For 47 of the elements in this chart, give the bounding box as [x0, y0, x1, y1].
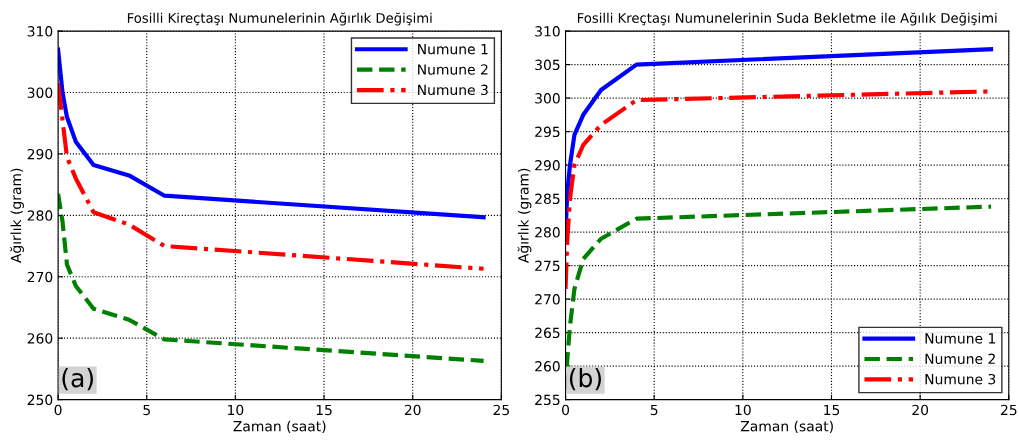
- x-tick-label: 0: [562, 404, 570, 416]
- x-tick-label: 5: [143, 404, 150, 416]
- annotation: (a): [62, 368, 93, 391]
- x-tick-label: 25: [493, 404, 509, 416]
- legend-label: Numune 2: [418, 64, 488, 75]
- y-tick-label: 310: [535, 26, 560, 37]
- y-tick-label: 300: [535, 93, 560, 104]
- y-tick-label: 285: [535, 193, 560, 205]
- y-tick-label: 295: [535, 126, 560, 138]
- x-tick-label: 10: [735, 404, 751, 416]
- y-tick-label: 300: [27, 87, 53, 98]
- legend-label: Numune 1: [925, 333, 996, 344]
- y-tick-label: 280: [27, 210, 53, 221]
- x-axis-title: Zaman (saat): [740, 420, 833, 434]
- chart-title: Fosilli Kreçtaşı Numunelerinin Suda Bekletme ile Ağılık Değişimi: [577, 12, 997, 26]
- legend-label: Numune 3: [925, 373, 996, 385]
- annotation: (b): [569, 368, 601, 391]
- legend-label: Numune 3: [418, 84, 488, 96]
- y-axis-title: Ağırlık (gram): [10, 168, 24, 263]
- y-tick-label: 260: [27, 333, 53, 344]
- y-tick-label: 270: [27, 271, 53, 283]
- line-series: [58, 191, 486, 363]
- y-tick-label: 310: [27, 26, 53, 37]
- x-tick-label: 20: [912, 404, 929, 416]
- chart-title: Fosilli Kireçtaşı Numunelerinin Ağırlık Değişimi: [127, 12, 432, 26]
- x-tick-label: 25: [1000, 404, 1017, 416]
- x-tick-label: 10: [228, 404, 244, 416]
- y-tick-label: 260: [535, 361, 560, 372]
- y-tick-label: 255: [535, 394, 560, 406]
- y-tick-label: 290: [535, 160, 560, 171]
- x-tick-label: 5: [650, 404, 658, 416]
- y-tick-label: 290: [27, 148, 53, 160]
- legend-label: Numune 1: [418, 44, 488, 55]
- legend-label: Numune 2: [925, 353, 995, 365]
- y-tick-label: 270: [535, 294, 560, 305]
- y-tick-label: 265: [535, 327, 560, 339]
- line-series: [58, 81, 486, 271]
- y-tick-label: 305: [535, 59, 560, 71]
- y-axis-title: Ağırlık (gram): [517, 168, 532, 263]
- y-tick-label: 250: [27, 394, 53, 406]
- x-tick-label: 0: [54, 404, 62, 416]
- x-axis-title: Zaman (saat): [233, 420, 326, 434]
- x-tick-label: 15: [316, 404, 332, 416]
- x-tick-label: 15: [824, 404, 840, 416]
- y-tick-label: 280: [535, 227, 560, 238]
- x-tick-label: 20: [404, 404, 421, 416]
- y-tick-label: 275: [535, 260, 560, 272]
